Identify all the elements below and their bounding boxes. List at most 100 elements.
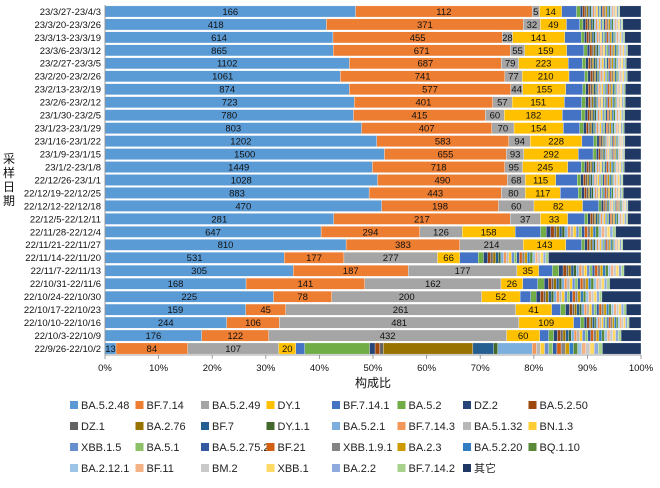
bar-segment <box>565 239 582 251</box>
bar-segment <box>613 31 616 44</box>
bar-segment <box>605 316 608 329</box>
bar-segment <box>615 96 618 108</box>
bar-segment <box>618 239 620 251</box>
bar-segment <box>623 303 627 316</box>
bar-segment <box>530 290 537 303</box>
bar-segment <box>598 161 601 173</box>
bar-segment <box>556 277 560 290</box>
legend-label: BM.2 <box>212 463 238 475</box>
legend-label: XBB.1.9.1 <box>343 442 393 454</box>
bar-segment <box>599 187 602 199</box>
legend-label: BA.5.2 <box>409 400 442 412</box>
bar-segment <box>608 316 611 329</box>
bar-segment <box>551 303 561 316</box>
legend-swatch <box>266 464 275 472</box>
bar-segment <box>613 187 616 199</box>
bar-segment <box>569 342 574 355</box>
bar-segment <box>564 290 568 303</box>
bar-segment <box>615 109 617 121</box>
bar-segment <box>600 109 603 121</box>
bar-segment <box>578 187 582 199</box>
bar-segment <box>609 18 612 31</box>
legend-label: BQ.1.10 <box>540 442 580 454</box>
bar-segment <box>566 44 585 57</box>
y-tick-label: 23/2/20-23/2/26 <box>34 72 101 83</box>
bar-segment <box>606 31 609 44</box>
bar-segment <box>369 342 376 355</box>
bar-segment <box>516 252 520 264</box>
bar-segment <box>589 5 592 18</box>
data-label: 182 <box>525 111 541 122</box>
data-label: 117 <box>535 188 550 199</box>
bar-segment <box>612 329 616 342</box>
bar-segment <box>610 109 613 121</box>
bar-segment <box>618 135 620 147</box>
bar-segment <box>595 83 598 95</box>
bar-segment <box>578 148 594 160</box>
bar-segment <box>611 122 613 134</box>
legend-item: BA.5.2 <box>397 400 442 412</box>
bar-segment <box>612 148 614 160</box>
bar-segment <box>595 57 598 70</box>
bar-segment <box>601 44 604 57</box>
bar-segment <box>604 187 607 199</box>
bar-segment <box>581 109 586 121</box>
bar-segment <box>596 57 599 70</box>
legend-label: BF.7.14.3 <box>409 421 455 433</box>
bar-segment <box>593 83 596 95</box>
data-label: 647 <box>205 227 221 238</box>
bar-segment <box>598 96 600 108</box>
bar-segment <box>620 200 622 212</box>
bar-segment <box>620 161 623 173</box>
bar-segment <box>619 44 622 57</box>
legend-swatch <box>135 464 144 472</box>
data-label: 78 <box>297 292 308 303</box>
legend-swatch <box>463 401 471 409</box>
bar-segment <box>587 18 590 31</box>
bar-segment <box>598 148 601 160</box>
bar-segment <box>582 18 586 31</box>
bar-segment <box>604 277 608 290</box>
bar-segment <box>613 109 616 121</box>
bar-segment <box>619 57 622 70</box>
bar-segment <box>622 213 625 225</box>
bar-segment <box>582 200 599 212</box>
data-label: 109 <box>538 318 554 329</box>
x-axis-title: 构成比 <box>355 375 391 390</box>
bar-segment <box>606 96 608 108</box>
bar-segment <box>591 109 594 121</box>
data-label: 294 <box>363 227 379 238</box>
bar-segment <box>613 148 616 160</box>
data-label: 1202 <box>230 137 251 148</box>
bar-segment <box>598 200 602 212</box>
bar-segment <box>576 329 580 342</box>
bar-segment <box>618 57 620 70</box>
bar-segment <box>619 239 622 251</box>
bar-segment <box>583 122 587 134</box>
bar-segment <box>622 70 625 83</box>
bar-segment <box>599 109 602 121</box>
bar-segment <box>616 187 619 199</box>
bar-segment <box>583 44 588 57</box>
y-tick-label: 23/3/6-23/3/12 <box>40 46 101 57</box>
bar-segment <box>588 174 591 186</box>
bar-segment <box>624 161 642 173</box>
bar-segment <box>605 5 608 18</box>
bar-segment <box>595 44 598 57</box>
bar-segment <box>625 200 628 212</box>
y-tick-label: 22/10/24-22/10/30 <box>24 292 101 303</box>
bar-segment <box>587 239 590 251</box>
bar-segment <box>540 342 545 355</box>
legend-swatch <box>332 401 340 409</box>
bar-segment <box>580 290 584 303</box>
data-label: 141 <box>531 33 547 44</box>
bar-segment <box>602 135 604 147</box>
bar-segment <box>567 161 582 173</box>
bar-segment <box>590 57 593 70</box>
bar-segment <box>611 303 615 316</box>
bar-segment <box>584 213 588 225</box>
bar-segment <box>581 187 585 199</box>
bar-segment <box>577 174 581 186</box>
